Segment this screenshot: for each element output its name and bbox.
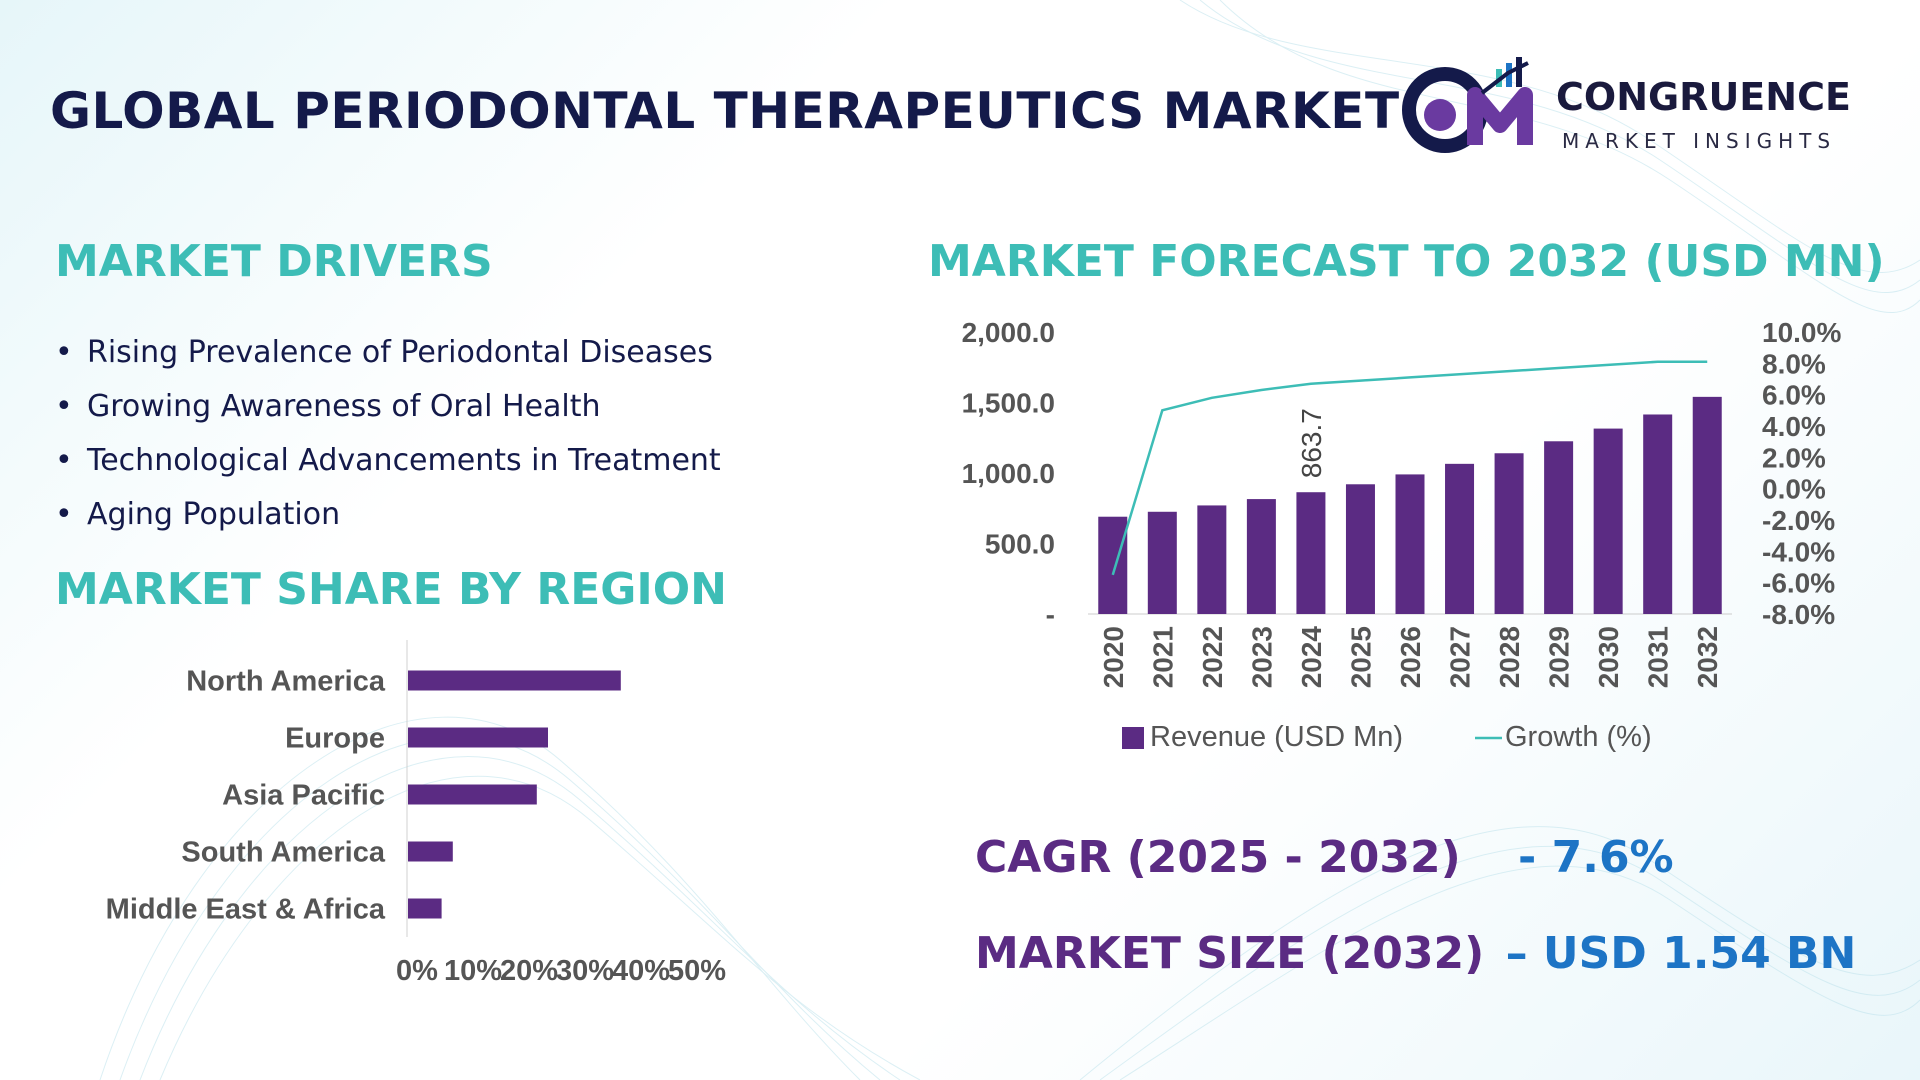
cagr-kpi: CAGR (2025 - 2032) - 7.6%	[975, 832, 1674, 883]
driver-item: Aging Population	[55, 492, 721, 546]
region-x-tick: 20%	[500, 955, 558, 987]
forecast-x-tick: 2032	[1692, 626, 1723, 688]
revenue-bar	[1692, 396, 1722, 614]
forecast-y2-tick: 0.0%	[1762, 474, 1826, 505]
region-category-label: Asia Pacific	[222, 780, 385, 812]
forecast-x-tick: 2022	[1197, 626, 1228, 688]
revenue-bar	[1147, 511, 1177, 614]
company-logo: CONGRUENCE MARKET INSIGHTS	[1400, 55, 1870, 155]
forecast-y2-tick: -4.0%	[1762, 536, 1835, 567]
region-share-heading: MARKET SHARE BY REGION	[55, 564, 727, 615]
revenue-bar	[1494, 453, 1524, 614]
growth-line	[1111, 360, 1708, 576]
region-category-label: Europe	[285, 723, 385, 755]
revenue-bar	[1296, 492, 1326, 614]
forecast-y2-tick: 2.0%	[1762, 442, 1826, 473]
revenue-bar	[1197, 505, 1227, 614]
region-bar	[408, 727, 548, 748]
forecast-y2-tick: -6.0%	[1762, 568, 1835, 599]
forecast-y2-tick: 10.0%	[1762, 317, 1841, 348]
revenue-bar	[1395, 474, 1425, 614]
driver-item: Rising Prevalence of Periodontal Disease…	[55, 330, 721, 384]
logo-tagline: MARKET INSIGHTS	[1562, 129, 1837, 153]
market-size-value: – USD 1.54 BN	[1505, 928, 1857, 979]
legend-revenue-swatch	[1122, 727, 1144, 749]
region-category-label: North America	[186, 666, 386, 698]
region-category-label: South America	[181, 837, 385, 869]
forecast-chart: - 500.0 1,000.0 1,500.0 2,000.0 -8.0%-6.0%-4.…	[962, 317, 1842, 753]
logo-wordmark: CONGRUENCE	[1556, 75, 1851, 119]
forecast-x-tick: 2023	[1246, 626, 1277, 688]
region-bar	[408, 784, 537, 805]
forecast-x-tick: 2027	[1445, 626, 1476, 688]
forecast-y-tick: -	[1046, 599, 1055, 630]
forecast-y2-tick: 6.0%	[1762, 380, 1826, 411]
logo-mark-icon	[1402, 57, 1533, 153]
region-bar	[408, 670, 621, 691]
forecast-y-tick: 2,000.0	[962, 317, 1055, 348]
region-x-tick: 0%	[396, 955, 438, 987]
forecast-y2-tick: -2.0%	[1762, 505, 1835, 536]
cagr-value: - 7.6%	[1518, 832, 1674, 883]
region-share-chart: North America Europe Asia Pacific South Ame…	[106, 640, 726, 987]
forecast-y2-tick: 8.0%	[1762, 348, 1826, 379]
driver-item: Growing Awareness of Oral Health	[55, 384, 721, 438]
forecast-x-tick: 2025	[1345, 626, 1376, 688]
drivers-list: Rising Prevalence of Periodontal Disease…	[55, 330, 721, 546]
revenue-bar	[1445, 463, 1475, 614]
revenue-bar	[1544, 441, 1574, 614]
region-x-tick: 40%	[612, 955, 670, 987]
market-drivers-heading: MARKET DRIVERS	[55, 236, 493, 287]
region-bar	[408, 898, 442, 919]
driver-item: Technological Advancements in Treatment	[55, 438, 721, 492]
forecast-x-tick: 2020	[1098, 626, 1129, 688]
forecast-y-tick: 1,000.0	[962, 458, 1055, 489]
forecast-x-tick: 2021	[1147, 626, 1178, 688]
region-x-tick: 30%	[556, 955, 614, 987]
legend-growth-label: Growth (%)	[1505, 721, 1652, 753]
cagr-label: CAGR (2025 - 2032)	[975, 832, 1461, 883]
forecast-x-tick: 2031	[1643, 626, 1674, 688]
forecast-y-tick: 500.0	[985, 529, 1055, 560]
bar-data-label: 863.7	[1296, 408, 1327, 478]
region-bar	[408, 841, 453, 862]
forecast-x-tick: 2028	[1494, 626, 1525, 688]
region-x-tick: 10%	[444, 955, 502, 987]
market-size-kpi: MARKET SIZE (2032) – USD 1.54 BN	[975, 928, 1856, 979]
forecast-x-tick: 2026	[1395, 626, 1426, 688]
forecast-y-tick: 1,500.0	[962, 388, 1055, 419]
page-title: GLOBAL PERIODONTAL THERAPEUTICS MARKET	[50, 82, 1400, 140]
legend-revenue-label: Revenue (USD Mn)	[1150, 721, 1403, 753]
forecast-y2-tick: 4.0%	[1762, 411, 1826, 442]
forecast-heading: MARKET FORECAST TO 2032 (USD MN)	[928, 236, 1885, 287]
revenue-bar	[1098, 516, 1128, 614]
forecast-x-tick: 2029	[1544, 626, 1575, 688]
revenue-bar	[1593, 428, 1623, 614]
region-x-tick: 50%	[668, 955, 726, 987]
region-category-label: Middle East & Africa	[106, 894, 386, 926]
revenue-bar	[1345, 484, 1375, 614]
market-size-label: MARKET SIZE (2032)	[975, 928, 1485, 979]
forecast-y2-tick: -8.0%	[1762, 599, 1835, 630]
forecast-x-tick: 2024	[1296, 626, 1327, 689]
revenue-bar	[1643, 414, 1673, 614]
revenue-bar	[1246, 499, 1276, 614]
forecast-x-tick: 2030	[1593, 626, 1624, 688]
